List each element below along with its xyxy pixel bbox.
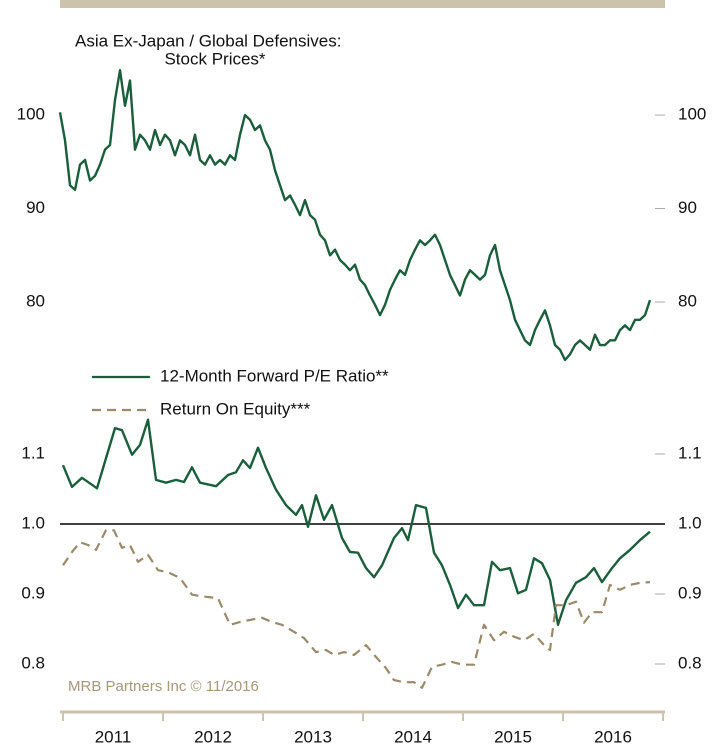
y-tick-label: 0.9 [21, 583, 45, 602]
data-line [58, 69, 652, 362]
legend-label: Return On Equity*** [160, 399, 311, 418]
source-note: MRB Partners Inc © 11/2016 [68, 678, 259, 695]
y-tick-label: 80 [26, 292, 45, 311]
data-line [62, 529, 651, 689]
y2-tick-label: 80 [678, 292, 697, 311]
y2-tick-label: 0.9 [678, 583, 702, 602]
x-tick-label: 2013 [294, 727, 332, 746]
x-tick-label: 2011 [95, 727, 132, 746]
y2-tick-label: 1.0 [678, 513, 702, 532]
y-tick-label: 90 [26, 198, 45, 217]
x-tick-label: 2015 [494, 727, 532, 746]
y-tick-label: 1.0 [21, 513, 45, 532]
x-tick-label: 2012 [194, 727, 232, 746]
y-tick-label: 0.8 [21, 653, 45, 672]
y2-tick-label: 0.8 [678, 653, 702, 672]
y2-tick-label: 100 [678, 105, 706, 124]
x-tick-label: 2014 [394, 727, 432, 746]
chart-title: Asia Ex-Japan / Global Defensives: [75, 31, 341, 50]
y-tick-label: 100 [17, 105, 45, 124]
legend-label: 12-Month Forward P/E Ratio** [160, 366, 389, 385]
chart-subtitle: Stock Prices* [164, 49, 265, 68]
data-line [61, 418, 651, 626]
x-tick-label: 2016 [594, 727, 632, 746]
y2-tick-label: 90 [678, 198, 697, 217]
top-band [60, 0, 665, 8]
y-tick-label: 1.1 [21, 443, 45, 462]
y2-tick-label: 1.1 [678, 443, 702, 462]
